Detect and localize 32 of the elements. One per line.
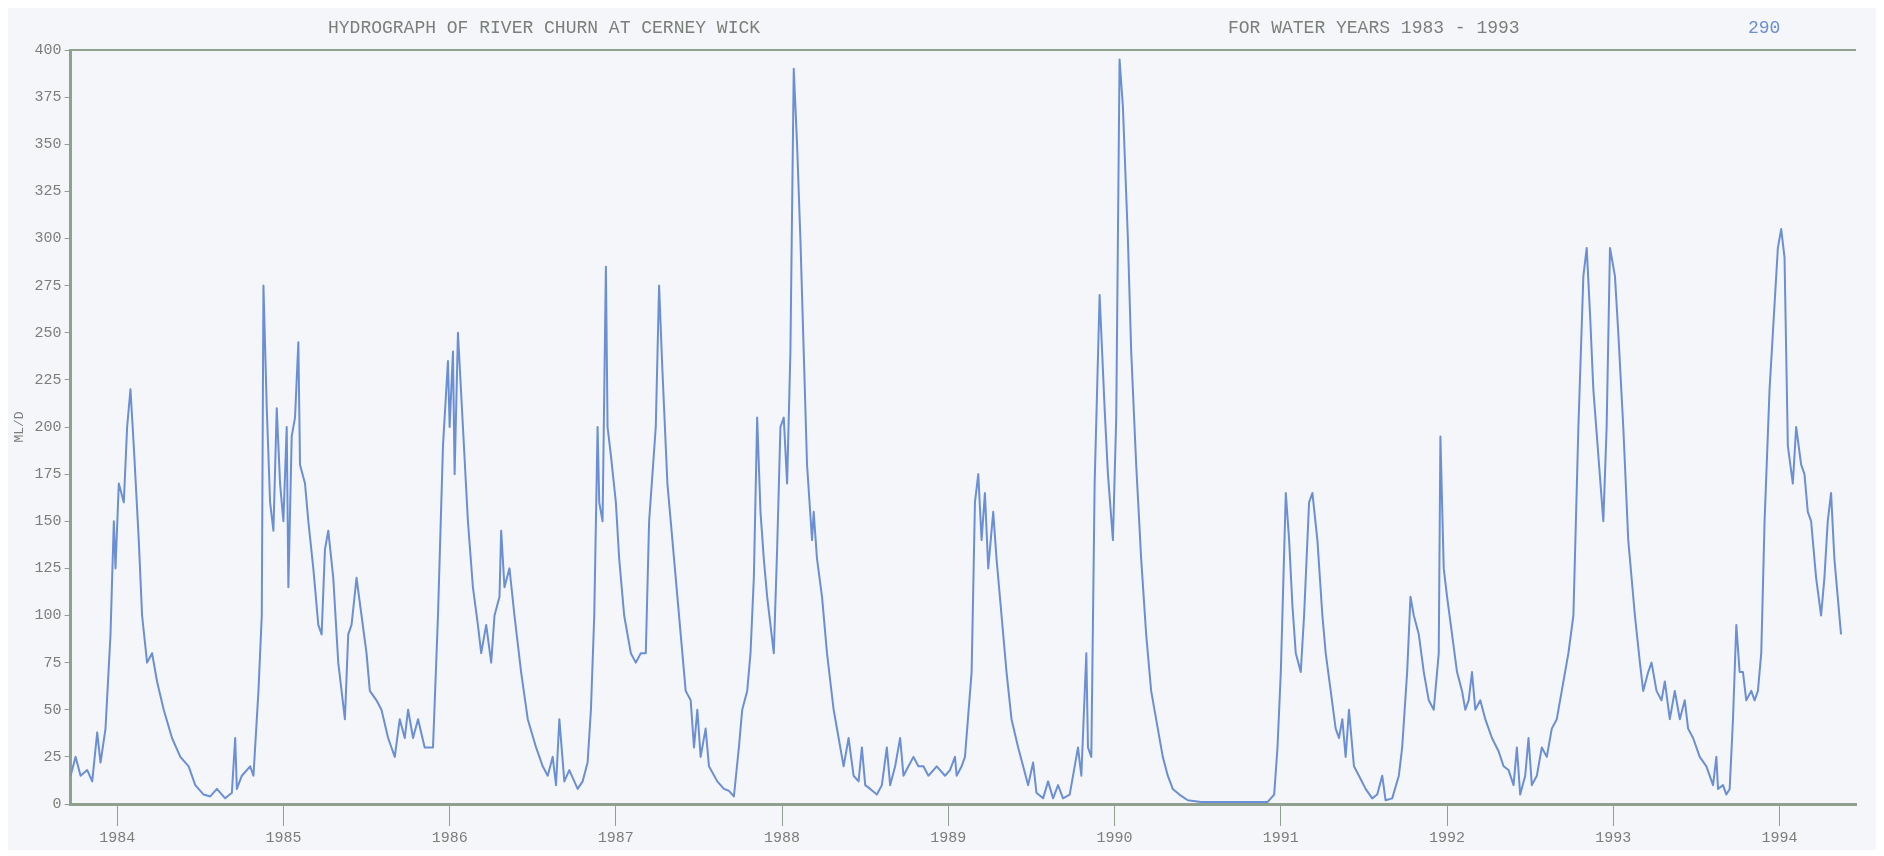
y-tick-label: 125 xyxy=(34,560,62,578)
y-axis-title: ML/D xyxy=(12,411,28,443)
y-tick-label: 200 xyxy=(34,418,62,436)
y-tick-label: 250 xyxy=(34,324,62,342)
y-tick-label: 25 xyxy=(43,748,62,766)
x-tick-label: 1984 xyxy=(99,829,136,847)
y-tick-label: 225 xyxy=(34,371,62,389)
chart-subtitle: FOR WATER YEARS 1983 - 1993 xyxy=(1228,18,1521,38)
x-tick-label: 1990 xyxy=(1096,829,1133,847)
y-tick-label: 325 xyxy=(34,183,62,201)
y-tick-label: 150 xyxy=(34,513,62,531)
y-tick-label: 0 xyxy=(52,795,62,813)
x-tick-label: 1991 xyxy=(1262,829,1299,847)
text: 290 xyxy=(1748,18,1781,38)
x-tick-label: 1986 xyxy=(431,829,468,847)
y-tick-label: 300 xyxy=(34,230,62,248)
y-tick-label: 375 xyxy=(34,89,62,107)
x-tick-label: 1985 xyxy=(265,829,302,847)
y-tick-label: 275 xyxy=(34,277,62,295)
x-tick-label: 1994 xyxy=(1761,829,1798,847)
x-tick-label: 1993 xyxy=(1595,829,1632,847)
x-tick-label: 1989 xyxy=(930,829,967,847)
x-tick-label: 1987 xyxy=(597,829,634,847)
x-tick-label: 1992 xyxy=(1429,829,1466,847)
x-tick-label: 1988 xyxy=(764,829,801,847)
y-tick-label: 50 xyxy=(43,701,62,719)
chart-title: HYDROGRAPH OF RIVER CHURN AT CERNEY WICK xyxy=(328,18,762,38)
y-tick-label: 175 xyxy=(34,466,62,484)
y-tick-label: 350 xyxy=(34,136,62,154)
y-tick-label: 400 xyxy=(34,41,62,59)
y-tick-label: 75 xyxy=(43,654,62,672)
y-tick-label: 100 xyxy=(34,607,62,625)
